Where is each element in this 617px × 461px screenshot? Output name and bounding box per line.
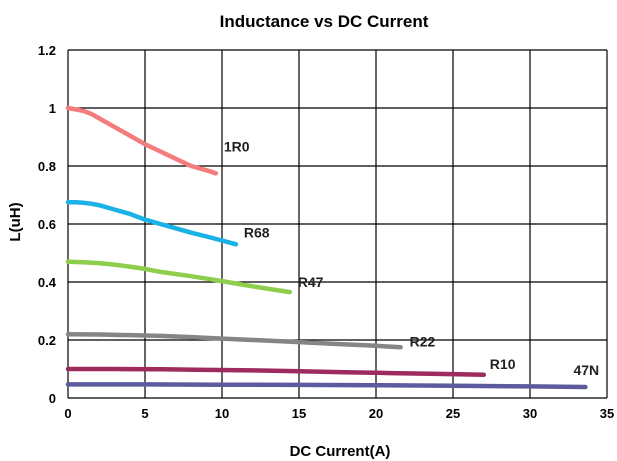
series-label-r68: R68 bbox=[244, 224, 270, 240]
x-tick-label: 30 bbox=[523, 406, 537, 421]
x-tick-label: 15 bbox=[292, 406, 306, 421]
series-line-r47 bbox=[65, 259, 293, 295]
x-tick-label: 35 bbox=[600, 406, 614, 421]
series-line-47n bbox=[65, 382, 588, 390]
series-label-r47: R47 bbox=[298, 274, 324, 290]
x-tick-label: 5 bbox=[141, 406, 148, 421]
chart-title: Inductance vs DC Current bbox=[220, 12, 429, 31]
series-line-1r0 bbox=[65, 105, 219, 176]
y-axis-label: L(uH) bbox=[7, 202, 24, 241]
y-tick-label: 1.2 bbox=[38, 43, 56, 58]
y-tick-label: 0.8 bbox=[38, 159, 56, 174]
x-tick-label: 0 bbox=[64, 406, 71, 421]
x-tick-label: 20 bbox=[369, 406, 383, 421]
series-group bbox=[65, 105, 588, 390]
y-tick-label: 0 bbox=[49, 391, 56, 406]
y-tick-label: 1 bbox=[49, 101, 56, 116]
series-label-47n: 47N bbox=[573, 362, 599, 378]
series-line-r22 bbox=[65, 331, 403, 350]
series-label-r22: R22 bbox=[410, 333, 436, 349]
tick-labels: 0 5 10 15 20 25 30 35 0 0.2 0.4 0.6 0.8 1 1.2 bbox=[38, 43, 614, 421]
y-tick-label: 0.2 bbox=[38, 333, 56, 348]
x-tick-label: 10 bbox=[215, 406, 229, 421]
x-tick-label: 25 bbox=[446, 406, 460, 421]
series-line-r68 bbox=[65, 199, 239, 247]
series-label-r10: R10 bbox=[490, 356, 516, 372]
series-line-r10 bbox=[65, 366, 487, 378]
y-tick-label: 0.6 bbox=[38, 217, 56, 232]
series-labels: 1R0 R68 R47 R22 R10 47N bbox=[224, 138, 599, 378]
y-tick-label: 0.4 bbox=[38, 275, 57, 290]
series-label-1r0: 1R0 bbox=[224, 138, 250, 154]
x-axis-label: DC Current(A) bbox=[290, 443, 391, 460]
